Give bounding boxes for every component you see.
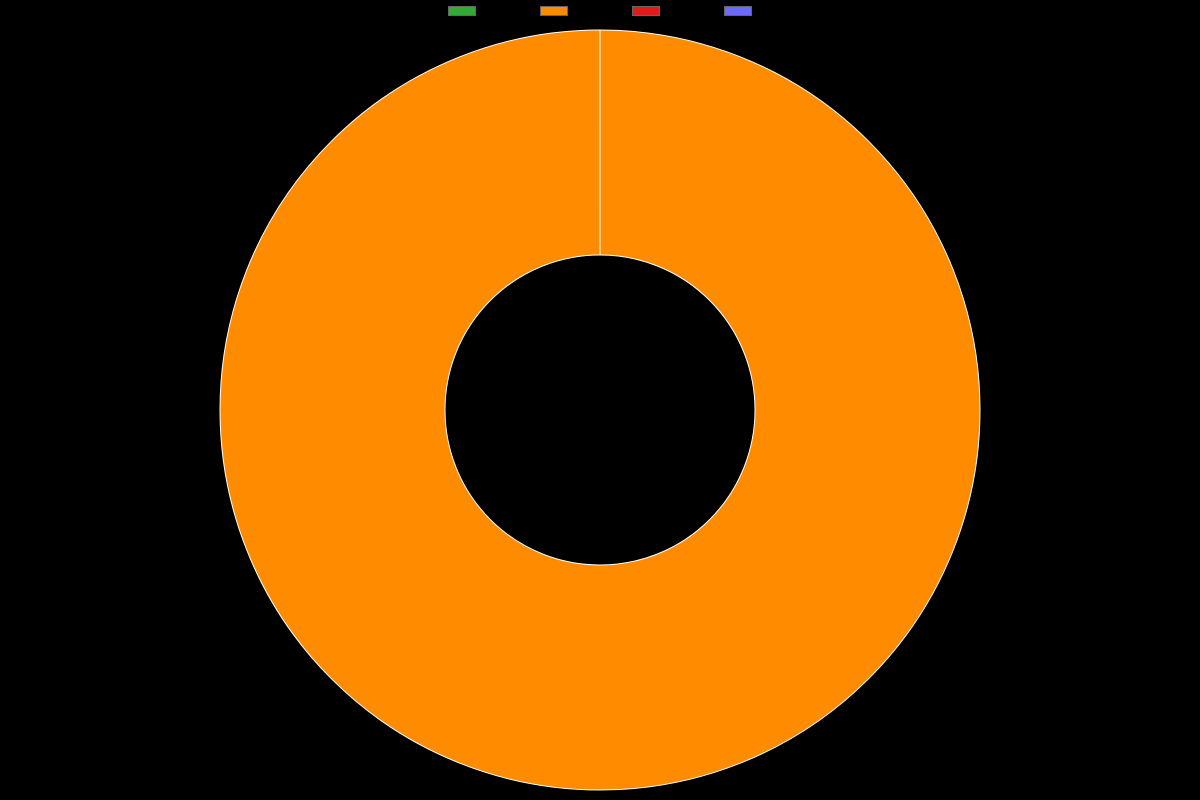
chart-container (0, 0, 1200, 800)
legend-swatch (448, 6, 476, 16)
donut-chart (0, 0, 1200, 800)
legend-item (448, 6, 476, 16)
legend-item (724, 6, 752, 16)
legend-swatch (540, 6, 568, 16)
legend-item (540, 6, 568, 16)
legend (0, 6, 1200, 16)
legend-item (632, 6, 660, 16)
legend-swatch (632, 6, 660, 16)
legend-swatch (724, 6, 752, 16)
